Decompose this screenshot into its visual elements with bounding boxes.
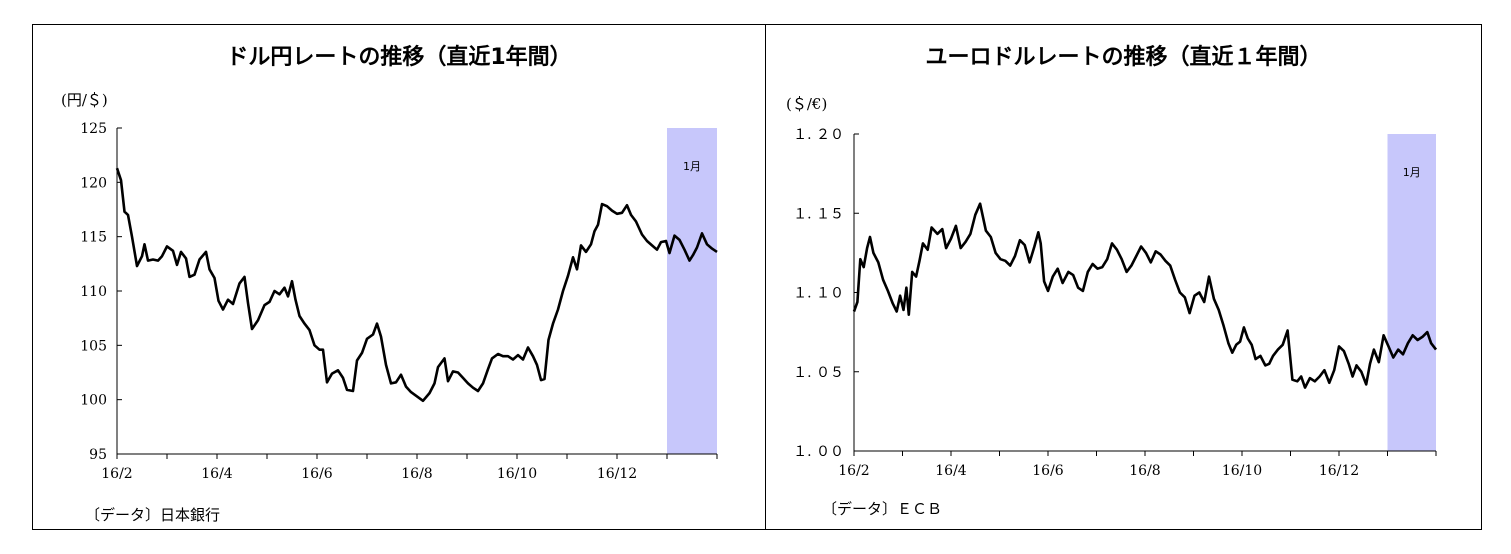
y-tick-label: １. ００: [793, 444, 844, 460]
series-line: [115, 167, 718, 403]
data-source: 〔データ〕ＥＣＢ: [822, 500, 943, 518]
y-tick-label: １. ０５: [793, 365, 844, 381]
x-tick-label: 16/4: [935, 463, 967, 479]
y-tick-label: 125: [80, 121, 107, 137]
usdjpy-chart-svg: 1月 95 100 105 110 115 120 125 16/2 16/4 16/6 16/8 16…: [80, 121, 718, 482]
highlight-label: 1月: [683, 160, 701, 173]
chart-title: ドル円レートの推移（直近1年間）: [226, 45, 572, 70]
y-tick-label: 100: [80, 393, 107, 409]
x-tick-label: 16/6: [1032, 463, 1064, 479]
series-line: [852, 202, 1438, 389]
y-tick-label: １. １５: [793, 206, 844, 222]
highlight-label: 1月: [1403, 166, 1421, 179]
x-tick-label: 16/2: [838, 463, 869, 479]
x-tick-label: 16/2: [101, 466, 132, 482]
y-tick-label: 110: [80, 284, 107, 300]
y-axis-unit: (円/＄): [61, 91, 108, 109]
data-source: 〔データ〕日本銀行: [85, 506, 221, 524]
eurusd-chart-panel: ユーロドルレートの推移（直近１年間） (＄/€) 〔データ〕ＥＣＢ 1月 １. ０…: [765, 24, 1482, 530]
x-tick-label: 16/12: [597, 466, 637, 482]
x-tick-label: 16/4: [201, 466, 233, 482]
x-tick-label: 16/10: [497, 466, 537, 482]
x-tick-label: 16/10: [1222, 463, 1262, 479]
highlight-band: [1387, 134, 1436, 451]
x-tick-label: 16/8: [1129, 463, 1160, 479]
usdjpy-chart-panel: ドル円レートの推移（直近1年間） (円/＄) 〔データ〕日本銀行 1月 95 100…: [32, 24, 766, 530]
x-tick-label: 16/8: [401, 466, 432, 482]
chart-title: ユーロドルレートの推移（直近１年間）: [925, 45, 1322, 70]
x-tick-label: 16/6: [301, 466, 333, 482]
y-tick-label: 115: [80, 230, 107, 246]
y-axis-unit: (＄/€): [786, 95, 828, 113]
y-tick-label: 95: [89, 447, 107, 463]
eurusd-chart-svg: 1月 １. ００ １. ０５ １. １０ １. １５ １. ２０ 16/2 16/4 16/6 1…: [793, 127, 1438, 479]
y-tick-label: １. １０: [793, 286, 844, 302]
highlight-band: [667, 128, 717, 454]
y-tick-label: 105: [80, 338, 107, 354]
y-tick-label: 120: [80, 175, 107, 191]
y-tick-label: １. ２０: [793, 127, 844, 143]
x-tick-label: 16/12: [1319, 463, 1359, 479]
